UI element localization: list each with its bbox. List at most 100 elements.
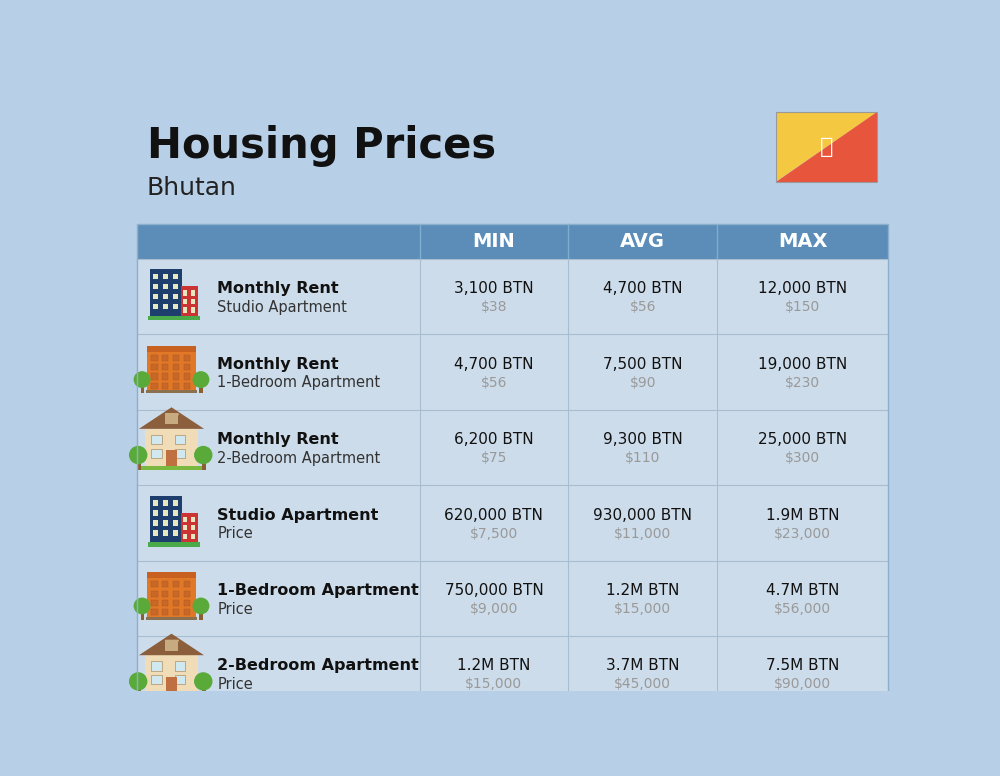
Polygon shape <box>139 407 204 429</box>
FancyBboxPatch shape <box>175 435 185 444</box>
FancyBboxPatch shape <box>191 517 195 522</box>
Circle shape <box>130 446 147 463</box>
Text: 4,700 BTN: 4,700 BTN <box>454 357 534 372</box>
FancyBboxPatch shape <box>162 383 168 389</box>
Text: $11,000: $11,000 <box>614 527 671 541</box>
FancyBboxPatch shape <box>137 458 140 469</box>
FancyBboxPatch shape <box>153 284 158 289</box>
Text: 2-Bedroom Apartment: 2-Bedroom Apartment <box>217 451 380 466</box>
Text: 19,000 BTN: 19,000 BTN <box>758 357 847 372</box>
FancyBboxPatch shape <box>147 572 196 578</box>
FancyBboxPatch shape <box>151 600 158 606</box>
FancyBboxPatch shape <box>151 609 158 615</box>
FancyBboxPatch shape <box>173 521 178 526</box>
FancyBboxPatch shape <box>137 560 888 636</box>
Text: 3,100 BTN: 3,100 BTN <box>454 281 534 296</box>
FancyBboxPatch shape <box>151 675 162 684</box>
FancyBboxPatch shape <box>173 304 178 310</box>
Text: Housing Prices: Housing Prices <box>147 126 496 168</box>
FancyBboxPatch shape <box>163 521 168 526</box>
FancyBboxPatch shape <box>162 591 168 597</box>
FancyBboxPatch shape <box>163 294 168 300</box>
FancyBboxPatch shape <box>147 572 196 617</box>
FancyBboxPatch shape <box>173 511 178 516</box>
FancyBboxPatch shape <box>173 531 178 536</box>
Text: 4,700 BTN: 4,700 BTN <box>603 281 682 296</box>
FancyBboxPatch shape <box>153 274 158 279</box>
FancyBboxPatch shape <box>175 675 185 684</box>
Text: $56: $56 <box>629 300 656 314</box>
Text: $110: $110 <box>625 451 660 465</box>
FancyBboxPatch shape <box>151 435 162 444</box>
FancyBboxPatch shape <box>165 640 178 650</box>
Text: 7.5M BTN: 7.5M BTN <box>766 659 839 674</box>
Text: $9,000: $9,000 <box>470 602 518 616</box>
Text: 12,000 BTN: 12,000 BTN <box>758 281 847 296</box>
FancyBboxPatch shape <box>191 307 195 313</box>
FancyBboxPatch shape <box>137 485 888 560</box>
Text: AVG: AVG <box>620 232 665 251</box>
FancyBboxPatch shape <box>162 600 168 606</box>
FancyBboxPatch shape <box>162 609 168 615</box>
FancyBboxPatch shape <box>173 581 179 587</box>
FancyBboxPatch shape <box>173 284 178 289</box>
FancyBboxPatch shape <box>173 591 179 597</box>
Text: Price: Price <box>217 526 253 541</box>
Text: Monthly Rent: Monthly Rent <box>217 432 339 447</box>
Text: Price: Price <box>217 677 253 692</box>
FancyBboxPatch shape <box>202 458 206 469</box>
FancyBboxPatch shape <box>173 373 179 379</box>
Text: $90,000: $90,000 <box>774 677 831 691</box>
Text: 🐉: 🐉 <box>820 137 833 157</box>
FancyBboxPatch shape <box>199 384 203 393</box>
FancyBboxPatch shape <box>173 501 178 506</box>
FancyBboxPatch shape <box>181 286 198 316</box>
FancyBboxPatch shape <box>151 661 162 670</box>
FancyBboxPatch shape <box>137 224 888 258</box>
FancyBboxPatch shape <box>183 299 187 304</box>
FancyBboxPatch shape <box>153 521 158 526</box>
FancyBboxPatch shape <box>183 534 187 539</box>
FancyBboxPatch shape <box>163 531 168 536</box>
FancyBboxPatch shape <box>173 355 179 361</box>
FancyBboxPatch shape <box>147 345 196 352</box>
Text: 6,200 BTN: 6,200 BTN <box>454 432 534 447</box>
Text: 25,000 BTN: 25,000 BTN <box>758 432 847 447</box>
Text: Monthly Rent: Monthly Rent <box>217 357 339 372</box>
Text: 9,300 BTN: 9,300 BTN <box>603 432 683 447</box>
Text: 750,000 BTN: 750,000 BTN <box>445 583 543 598</box>
Text: $15,000: $15,000 <box>614 602 671 616</box>
FancyBboxPatch shape <box>165 414 178 424</box>
FancyBboxPatch shape <box>147 345 196 390</box>
FancyBboxPatch shape <box>173 609 179 615</box>
Text: $7,500: $7,500 <box>470 527 518 541</box>
Text: $230: $230 <box>785 376 820 390</box>
FancyBboxPatch shape <box>137 692 206 696</box>
Text: 4.7M BTN: 4.7M BTN <box>766 583 839 598</box>
FancyBboxPatch shape <box>151 355 158 361</box>
FancyBboxPatch shape <box>137 410 888 485</box>
FancyBboxPatch shape <box>183 290 187 296</box>
Text: 1.9M BTN: 1.9M BTN <box>766 508 839 522</box>
FancyBboxPatch shape <box>175 449 185 458</box>
FancyBboxPatch shape <box>137 466 206 469</box>
FancyBboxPatch shape <box>148 316 200 320</box>
Text: Studio Apartment: Studio Apartment <box>217 300 347 315</box>
FancyBboxPatch shape <box>184 373 190 379</box>
Text: Bhutan: Bhutan <box>147 176 237 200</box>
Text: $300: $300 <box>785 451 820 465</box>
FancyBboxPatch shape <box>184 383 190 389</box>
FancyBboxPatch shape <box>191 299 195 304</box>
FancyBboxPatch shape <box>173 600 179 606</box>
Text: $23,000: $23,000 <box>774 527 831 541</box>
FancyBboxPatch shape <box>175 661 185 670</box>
Circle shape <box>193 598 209 614</box>
Circle shape <box>134 372 150 387</box>
Text: $45,000: $45,000 <box>614 677 671 691</box>
Text: 1.2M BTN: 1.2M BTN <box>606 583 679 598</box>
FancyBboxPatch shape <box>151 364 158 370</box>
FancyBboxPatch shape <box>140 384 144 393</box>
FancyBboxPatch shape <box>153 501 158 506</box>
Text: 3.7M BTN: 3.7M BTN <box>606 659 679 674</box>
FancyBboxPatch shape <box>181 513 198 542</box>
